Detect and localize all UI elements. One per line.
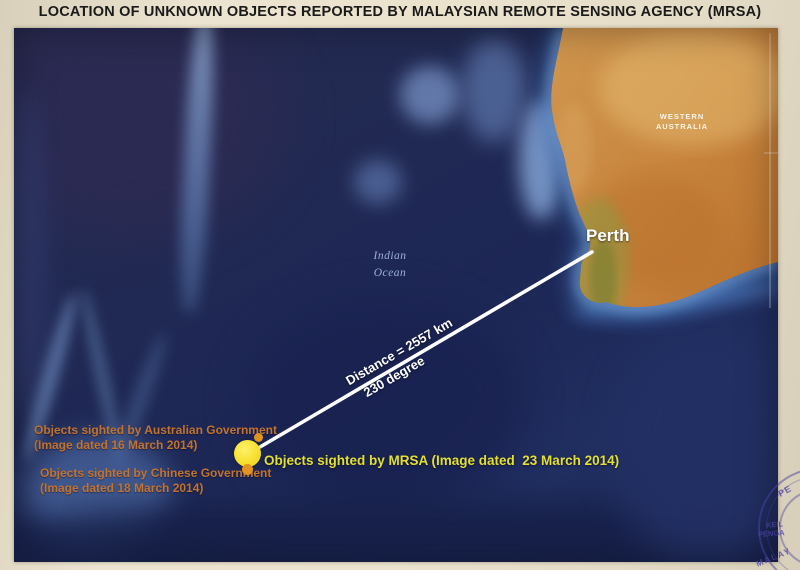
bathymetry-patch bbox=[354, 160, 402, 204]
chinese-sighting-line1: Objects sighted by Chinese Government bbox=[40, 466, 272, 480]
bathymetry-patch bbox=[400, 66, 460, 124]
bathymetry-left-edge bbox=[14, 88, 46, 418]
bathymetry-patch bbox=[462, 38, 526, 142]
region-label-line2: AUSTRALIA bbox=[655, 122, 709, 131]
ocean-label-line2: Ocean bbox=[373, 267, 407, 279]
ocean-label-line1: Indian bbox=[373, 250, 407, 262]
western-australia-label: WESTERN AUSTRALIA bbox=[642, 112, 722, 132]
route-line bbox=[258, 250, 594, 449]
stamp-text-fragment: PENGA bbox=[757, 528, 785, 539]
bathymetry-dark-basin bbox=[244, 298, 524, 508]
australian-sighting-line2: (Image dated 16 March 2014) bbox=[34, 437, 198, 452]
australian-sighting-line1: Objects sighted by Australian Government bbox=[34, 423, 277, 437]
chinese-sighting-label: Objects sighted by Chinese Government (I… bbox=[40, 466, 271, 495]
region-label-line1: WESTERN bbox=[659, 112, 705, 121]
satellite-map: Perth Indian Ocean WESTERN AUSTRALIA Dis… bbox=[14, 28, 778, 562]
chinese-sighting-marker bbox=[242, 464, 253, 475]
bathymetry-dark-northwest bbox=[14, 28, 284, 238]
australia-landmass-and-route bbox=[258, 28, 778, 449]
perth-label: Perth bbox=[586, 226, 630, 245]
australian-sighting-marker bbox=[254, 432, 263, 442]
mrsa-sighting-label: Objects sighted by MRSA (Image dated 23 … bbox=[264, 453, 620, 468]
bathymetry-southeast bbox=[614, 328, 778, 562]
mrsa-sighting-marker bbox=[233, 439, 261, 467]
indian-ocean-label: Indian Ocean bbox=[362, 248, 418, 282]
official-stamp: PE KEIL PENGA MALAY bbox=[728, 442, 800, 570]
australian-sighting-label: Objects sighted by Australian Government… bbox=[34, 423, 277, 452]
chinese-sighting-line2: (Image dated 18 March 2014) bbox=[40, 480, 204, 495]
page-title: LOCATION OF UNKNOWN OBJECTS REPORTED BY … bbox=[38, 4, 762, 20]
